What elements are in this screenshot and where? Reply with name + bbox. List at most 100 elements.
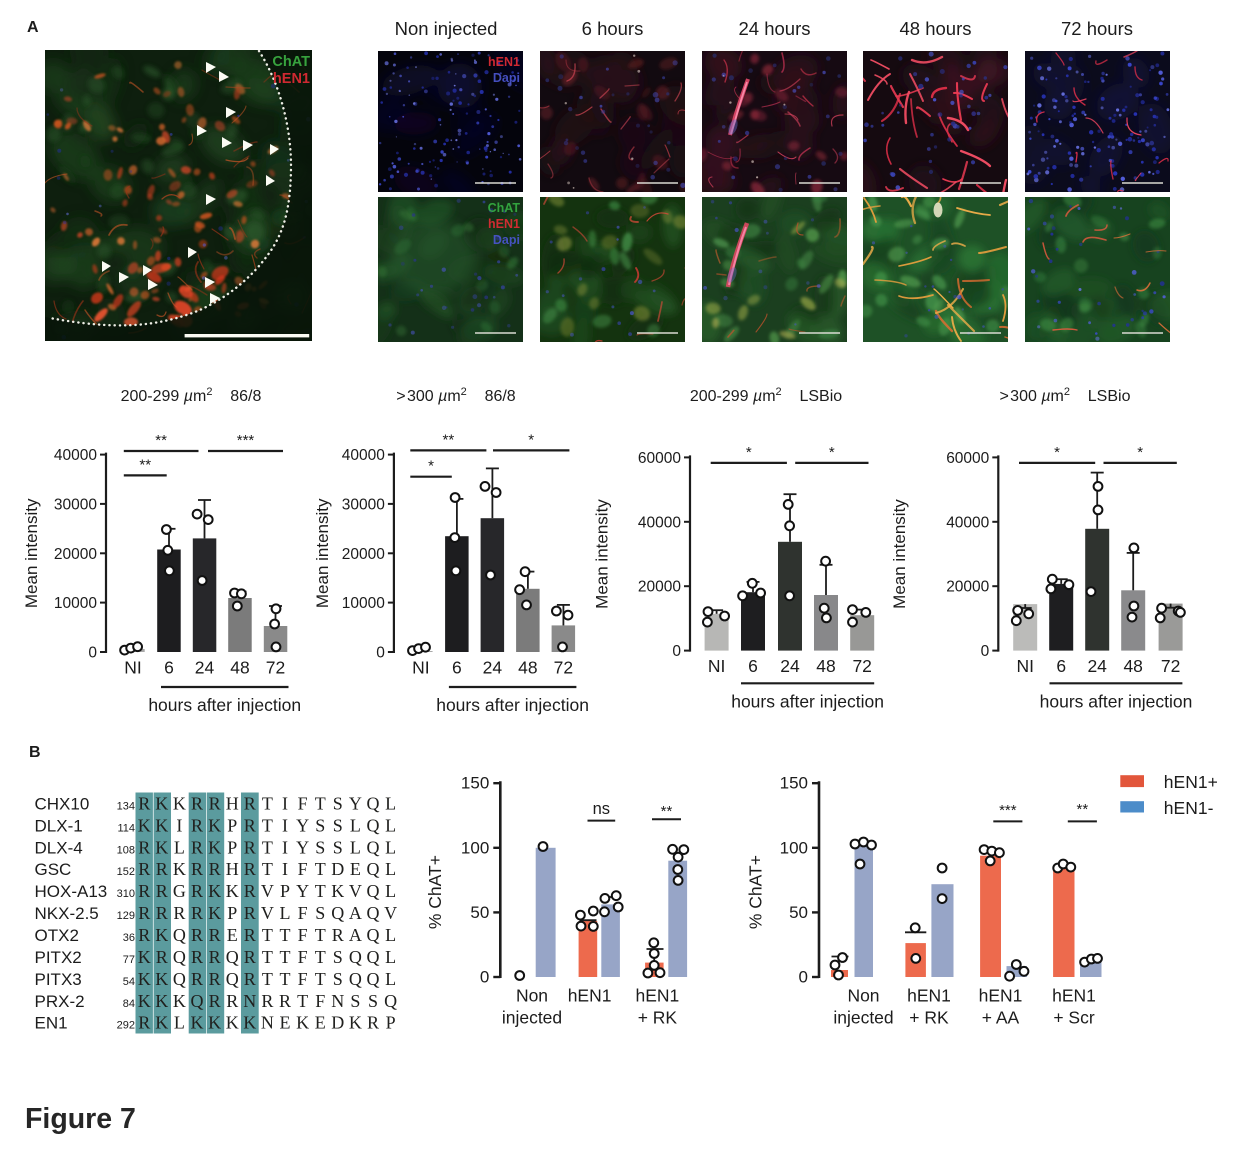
svg-text:48: 48	[1123, 656, 1142, 676]
svg-text:114: 114	[117, 822, 135, 834]
svg-text:48: 48	[230, 658, 249, 678]
svg-text:KRQRRQRTTFTSQQL: KRQRRQRTTFTSQQL	[138, 947, 396, 967]
svg-text:40000: 40000	[946, 514, 989, 531]
svg-text:B: B	[29, 744, 41, 761]
svg-text:6: 6	[452, 658, 462, 678]
svg-text:RKKRRHRTIFTSYQL: RKKRRHRTIFTSYQL	[138, 793, 396, 813]
svg-text:20000: 20000	[342, 546, 385, 563]
svg-text:hEN1-: hEN1-	[1164, 798, 1214, 818]
svg-text:***: ***	[999, 802, 1017, 819]
svg-text:60000: 60000	[638, 450, 681, 467]
svg-text:Mean intensity: Mean intensity	[890, 499, 909, 609]
svg-text:*: *	[829, 444, 835, 461]
svg-text:*: *	[528, 431, 534, 448]
svg-text:GSC: GSC	[35, 860, 72, 879]
svg-text:HOX-A13: HOX-A13	[35, 882, 108, 901]
svg-text:**: **	[139, 457, 151, 474]
svg-text:40000: 40000	[342, 447, 385, 464]
svg-text:72: 72	[1161, 656, 1180, 676]
svg-text:hEN1: hEN1	[636, 986, 680, 1006]
svg-text:NKX-2.5: NKX-2.5	[35, 904, 99, 923]
svg-text:108: 108	[117, 844, 135, 856]
svg-text:Non injected: Non injected	[395, 18, 498, 39]
svg-text:OTX2: OTX2	[35, 926, 79, 945]
svg-text:24 hours: 24 hours	[739, 18, 811, 39]
svg-text:hEN1: hEN1	[1052, 986, 1096, 1006]
svg-text:292: 292	[117, 1020, 135, 1032]
svg-text:CHX10: CHX10	[35, 794, 90, 813]
svg-text:50: 50	[789, 903, 808, 922]
svg-text:NI: NI	[1016, 656, 1034, 676]
svg-text:**: **	[1077, 801, 1089, 818]
svg-text:Dapi: Dapi	[493, 233, 520, 247]
svg-text:40000: 40000	[54, 447, 97, 464]
svg-text:6: 6	[748, 656, 758, 676]
svg-text:+ Scr: + Scr	[1053, 1008, 1095, 1028]
svg-text:Non: Non	[847, 986, 879, 1006]
svg-text:> 300 µm2 LSBio: > 300 µm2 LSBio	[1000, 386, 1131, 405]
svg-text:DLX-1: DLX-1	[35, 816, 83, 835]
svg-text:200-299 µm2 86/8: 200-299 µm2 86/8	[121, 386, 262, 405]
svg-text:48: 48	[518, 658, 537, 678]
svg-text:48 hours: 48 hours	[900, 18, 972, 39]
svg-text:**: **	[155, 432, 167, 449]
svg-text:% ChAT+: % ChAT+	[425, 855, 445, 929]
svg-text:0: 0	[981, 643, 990, 660]
svg-text:24: 24	[780, 656, 800, 676]
svg-text:6 hours: 6 hours	[582, 18, 644, 39]
svg-text:*: *	[1054, 444, 1060, 461]
svg-text:*: *	[746, 444, 752, 461]
svg-text:DLX-4: DLX-4	[35, 838, 83, 857]
svg-text:RRGRKKRVPYTKVQL: RRGRKKRVPYTKVQL	[138, 881, 396, 901]
svg-text:**: **	[443, 431, 455, 448]
svg-text:6: 6	[164, 658, 174, 678]
svg-text:129: 129	[117, 910, 135, 922]
svg-text:RRRRKPRVLFSQAQV: RRRRKPRVLFSQAQV	[138, 903, 397, 923]
svg-text:hEN1+: hEN1+	[1164, 772, 1218, 792]
svg-text:134: 134	[117, 800, 135, 812]
svg-text:100: 100	[461, 838, 489, 857]
svg-text:KKQRRQRTTFTSQQL: KKQRRQRTTFTSQQL	[138, 969, 396, 989]
svg-text:30000: 30000	[54, 496, 97, 513]
svg-text:EN1: EN1	[35, 1014, 68, 1033]
svg-text:0: 0	[88, 645, 97, 662]
svg-text:injected: injected	[833, 1008, 893, 1028]
svg-text:PRX-2: PRX-2	[35, 992, 85, 1011]
svg-text:0: 0	[672, 643, 681, 660]
svg-text:hEN1: hEN1	[568, 986, 612, 1006]
svg-text:ChAT: ChAT	[488, 201, 521, 215]
svg-text:NI: NI	[412, 658, 430, 678]
svg-text:36: 36	[123, 932, 135, 944]
svg-text:152: 152	[117, 866, 135, 878]
svg-text:> 300 µm2 86/8: > 300 µm2 86/8	[396, 386, 516, 405]
svg-text:Mean intensity: Mean intensity	[22, 498, 41, 608]
svg-text:20000: 20000	[638, 579, 681, 596]
svg-text:6: 6	[1056, 656, 1066, 676]
svg-text:54: 54	[123, 976, 135, 988]
svg-text:60000: 60000	[946, 450, 989, 467]
svg-text:RKLRKPRTIYSSLQL: RKLRKPRTIYSSLQL	[138, 837, 396, 857]
svg-text:72: 72	[554, 658, 573, 678]
svg-text:NI: NI	[708, 656, 726, 676]
svg-text:ChAT: ChAT	[272, 54, 310, 70]
svg-text:hours after injection: hours after injection	[731, 691, 884, 711]
svg-text:hours after injection: hours after injection	[436, 695, 589, 715]
svg-text:injected: injected	[502, 1008, 562, 1028]
svg-text:77: 77	[123, 954, 135, 966]
svg-text:A: A	[27, 19, 39, 36]
svg-text:50: 50	[470, 903, 489, 922]
svg-text:24: 24	[195, 658, 215, 678]
svg-text:20000: 20000	[946, 579, 989, 596]
svg-text:24: 24	[1087, 656, 1107, 676]
svg-text:150: 150	[780, 774, 808, 793]
svg-text:+ RK: + RK	[638, 1008, 678, 1028]
svg-text:30000: 30000	[342, 496, 385, 513]
svg-text:ns: ns	[593, 800, 610, 818]
svg-text:hEN1: hEN1	[488, 55, 520, 69]
svg-text:Mean intensity: Mean intensity	[593, 499, 612, 609]
svg-text:RRKRRHRTIFTDEQL: RRKRRHRTIFTDEQL	[138, 859, 396, 879]
svg-text:Non: Non	[516, 986, 548, 1006]
svg-text:PITX2: PITX2	[35, 948, 82, 967]
svg-text:100: 100	[780, 838, 808, 857]
svg-text:+ AA: + AA	[982, 1008, 1020, 1028]
